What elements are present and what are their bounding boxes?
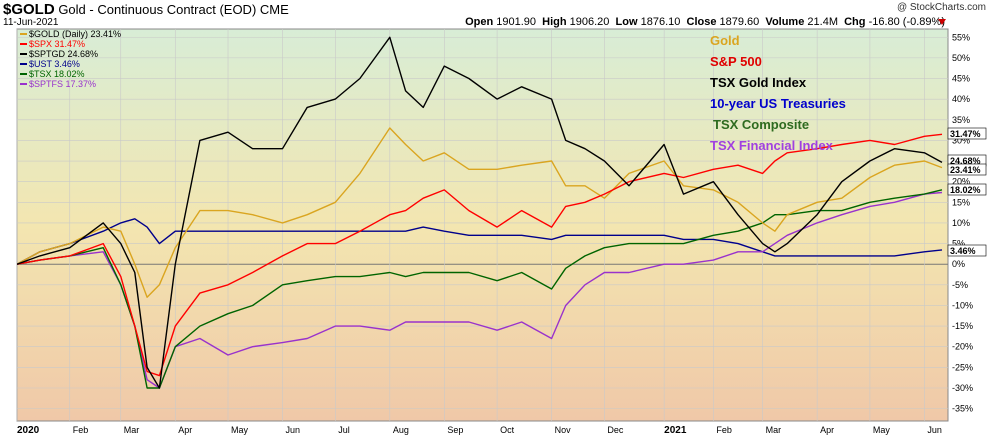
series-annotation: S&P 500: [710, 54, 762, 69]
y-tick-label: 40%: [952, 94, 970, 104]
x-tick-label: Feb: [716, 425, 732, 435]
y-tick-label: 10%: [952, 218, 970, 228]
series-annotation: Gold: [710, 33, 740, 48]
series-annotation: TSX Composite: [713, 117, 809, 132]
x-tick-label: Jun: [286, 425, 301, 435]
y-tick-label: 35%: [952, 115, 970, 125]
y-tick-label: 45%: [952, 74, 970, 84]
series-line-gold: [17, 127, 943, 298]
legend-entry: $UST 3.46%: [29, 59, 80, 69]
y-tick-label: -25%: [952, 362, 973, 372]
legend-entry: $SPX 31.47%: [29, 39, 85, 49]
legend-swatch: [20, 73, 27, 75]
low-value: 1876.10: [640, 16, 681, 28]
end-value-box: [947, 244, 987, 257]
x-tick-label: Mar: [124, 425, 140, 435]
y-tick-label: -30%: [952, 383, 973, 393]
y-tick-label: 30%: [952, 135, 970, 145]
legend-swatch: [20, 63, 27, 65]
end-value-text: 23.41%: [950, 165, 981, 175]
end-value-label: 31.47%: [947, 127, 987, 140]
x-tick-label: Nov: [555, 425, 572, 435]
end-value-box: [947, 127, 987, 140]
y-tick-label: 5%: [952, 239, 965, 249]
y-tick-label: 0%: [952, 259, 965, 269]
end-value-text: 3.46%: [950, 246, 976, 256]
chg-label: Chg: [844, 16, 866, 28]
legend-entry: $TSX 18.02%: [29, 69, 85, 79]
x-tick-label: Sep: [447, 425, 463, 435]
end-value-text: 24.68%: [950, 156, 981, 166]
y-tick-label: 50%: [952, 53, 970, 63]
symbol: $GOLD: [3, 1, 55, 18]
y-tick-label: -10%: [952, 300, 973, 310]
low-label: Low: [615, 16, 638, 28]
x-tick-label: Aug: [393, 425, 409, 435]
exchange: CME: [259, 2, 289, 17]
x-tick-label: Apr: [820, 425, 834, 435]
legend-swatch: [20, 53, 27, 55]
series-line-sptfs: [17, 191, 943, 389]
legend-entry: $SPTFS 17.37%: [29, 79, 96, 89]
instrument-name: Gold - Continuous Contract (EOD): [58, 2, 257, 17]
end-value-label: 18.02%: [947, 183, 987, 196]
volume-value: 21.4M: [807, 16, 838, 28]
open-value: 1901.90: [496, 16, 537, 28]
y-tick-label: -5%: [952, 280, 968, 290]
y-tick-label: -15%: [952, 321, 973, 331]
high-value: 1906.20: [569, 16, 610, 28]
x-tick-label: May: [873, 425, 891, 435]
x-tick-label: Apr: [178, 425, 192, 435]
open-label: Open: [465, 16, 494, 28]
y-tick-label: 55%: [952, 32, 970, 42]
end-value-label: 3.46%: [947, 244, 987, 257]
y-tick-label: -20%: [952, 342, 973, 352]
series-line-spx: [17, 133, 943, 377]
y-tick-label: 15%: [952, 197, 970, 207]
series-annotation: TSX Financial Index: [710, 138, 834, 153]
y-tick-label: -35%: [952, 404, 973, 414]
x-tick-label: Mar: [766, 425, 782, 435]
end-value-text: 31.47%: [950, 129, 981, 139]
x-tick-label: May: [231, 425, 249, 435]
series-line-ust: [17, 218, 943, 265]
x-tick-label: Dec: [607, 425, 624, 435]
chart-date: 11-Jun-2021: [3, 17, 59, 28]
series-annotation: 10-year US Treasuries: [710, 96, 846, 111]
legend-swatch: [20, 33, 27, 35]
legend-swatch: [20, 83, 27, 85]
copyright: @ StockCharts.com: [896, 2, 986, 13]
end-value-label: 23.41%: [947, 163, 987, 176]
series-line-tsx: [17, 189, 943, 389]
close-value: 1879.60: [719, 16, 760, 28]
down-arrow-icon: [938, 19, 946, 25]
close-label: Close: [686, 16, 717, 28]
end-value-box: [947, 183, 987, 196]
end-value-text: 18.02%: [950, 185, 981, 195]
x-tick-label: 2021: [664, 425, 687, 436]
y-tick-label: 20%: [952, 177, 970, 187]
volume-label: Volume: [765, 16, 805, 28]
ohlc-bar: Open 1901.90 High 1906.20 Low 1876.10 Cl…: [465, 16, 945, 28]
series-line-sptgd: [17, 36, 943, 389]
x-tick-label: Jun: [927, 425, 942, 435]
legend-entry: $GOLD (Daily) 23.41%: [29, 29, 121, 39]
x-tick-label: Feb: [73, 425, 89, 435]
x-tick-label: 2020: [17, 425, 40, 436]
high-label: High: [542, 16, 567, 28]
legend-swatch: [20, 43, 27, 45]
series-annotation: TSX Gold Index: [710, 75, 807, 90]
legend-entry: $SPTGD 24.68%: [29, 49, 98, 59]
x-tick-label: Oct: [500, 425, 515, 435]
chg-value: -16.80 (-0.89%): [868, 16, 945, 28]
chart-title: $GOLD Gold - Continuous Contract (EOD) C…: [3, 1, 289, 18]
x-tick-label: Jul: [338, 425, 350, 435]
end-value-box: [947, 163, 987, 176]
